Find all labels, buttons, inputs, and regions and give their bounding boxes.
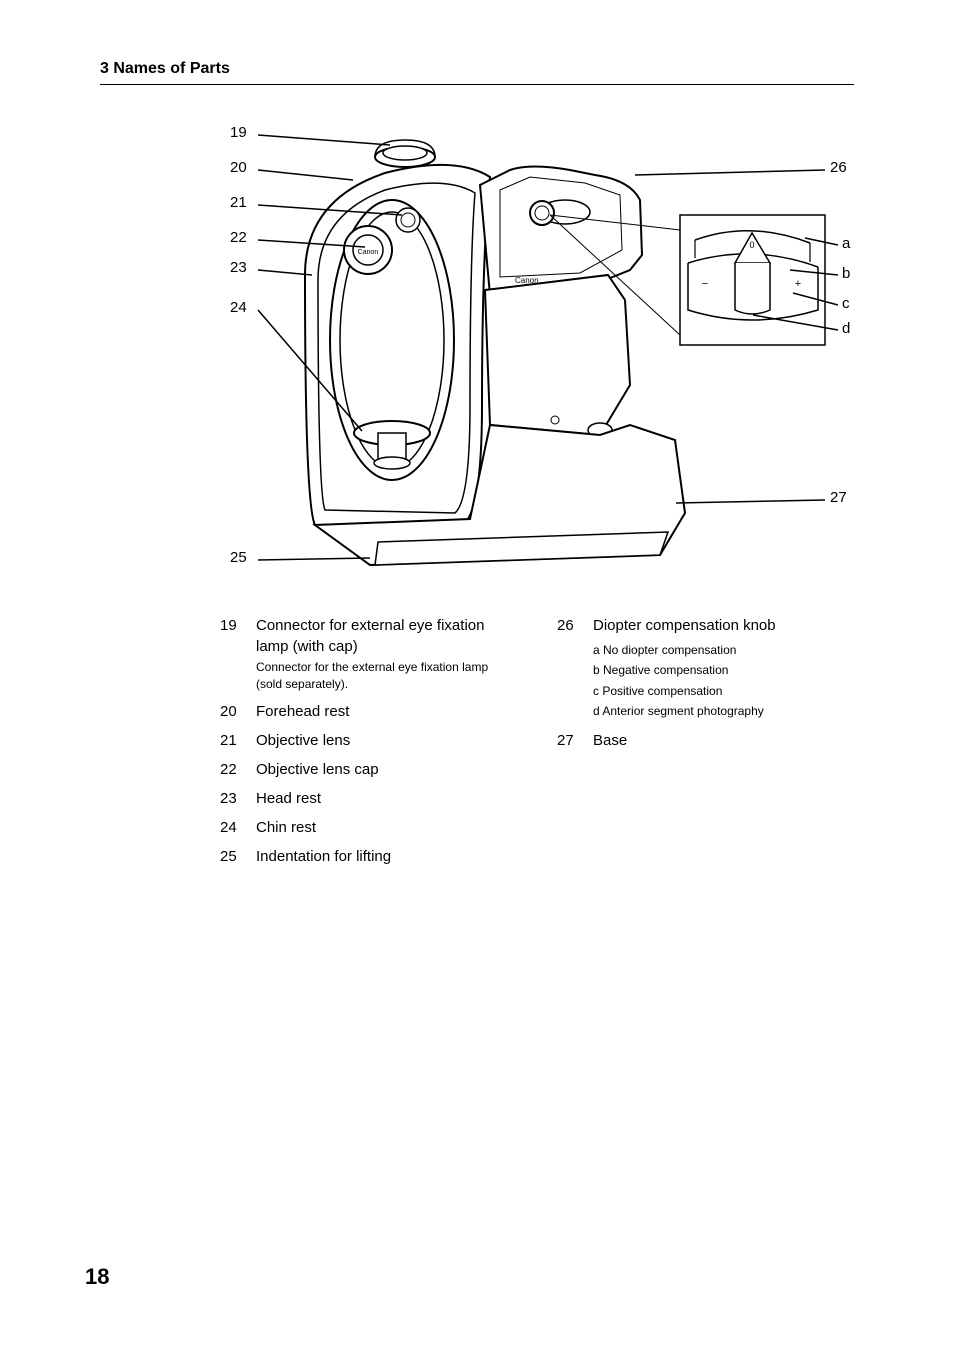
callout-21: 21 <box>230 194 247 211</box>
desc-text: Objective lens cap <box>256 759 517 780</box>
svg-text:0: 0 <box>749 240 754 250</box>
sublist-item: d Anterior segment photography <box>593 701 854 721</box>
svg-text:−: − <box>702 278 708 290</box>
desc-item-24: 24 Chin rest <box>220 817 517 838</box>
callout-26: 26 <box>830 159 847 176</box>
desc-num: 21 <box>220 730 256 751</box>
callout-24: 24 <box>230 299 247 316</box>
desc-item-19: 19 Connector for external eye fixation l… <box>220 615 517 693</box>
section-title: 3 Names of Parts <box>100 60 854 85</box>
sublist-item: b Negative compensation <box>593 660 854 680</box>
page-number: 18 <box>85 1264 109 1290</box>
callout-c: c <box>842 295 850 312</box>
desc-sublist: a No diopter compensation b Negative com… <box>593 640 854 722</box>
desc-num: 23 <box>220 788 256 809</box>
desc-text: Indentation for lifting <box>256 846 517 867</box>
desc-text: Head rest <box>256 788 517 809</box>
desc-subtext: Connector for the external eye fixation … <box>256 659 517 693</box>
device-diagram: Canon Canon <box>230 115 850 585</box>
desc-text: Forehead rest <box>256 701 517 722</box>
sublist-item: c Positive compensation <box>593 681 854 701</box>
desc-num: 20 <box>220 701 256 722</box>
callout-19: 19 <box>230 124 247 141</box>
desc-item-20: 20 Forehead rest <box>220 701 517 722</box>
callout-25: 25 <box>230 549 247 566</box>
desc-col-left: 19 Connector for external eye fixation l… <box>220 615 517 875</box>
desc-num: 27 <box>557 730 593 751</box>
desc-text: Objective lens <box>256 730 517 751</box>
svg-text:Canon: Canon <box>358 249 379 256</box>
desc-text: Connector for external eye fixation lamp… <box>256 615 517 693</box>
callout-23: 23 <box>230 259 247 276</box>
figure-area: Canon Canon <box>230 115 850 585</box>
svg-text:+: + <box>795 278 801 290</box>
callout-a: a <box>842 235 850 252</box>
desc-title: Connector for external eye fixation lamp… <box>256 617 484 655</box>
desc-item-22: 22 Objective lens cap <box>220 759 517 780</box>
callout-27: 27 <box>830 489 847 506</box>
svg-text:Canon: Canon <box>515 276 539 285</box>
sublist-item: a No diopter compensation <box>593 640 854 660</box>
desc-num: 22 <box>220 759 256 780</box>
desc-item-25: 25 Indentation for lifting <box>220 846 517 867</box>
desc-item-26: 26 Diopter compensation knob a No diopte… <box>557 615 854 722</box>
desc-num: 24 <box>220 817 256 838</box>
callout-b: b <box>842 265 850 282</box>
desc-num: 25 <box>220 846 256 867</box>
desc-item-23: 23 Head rest <box>220 788 517 809</box>
desc-num: 26 <box>557 615 593 722</box>
desc-text: Chin rest <box>256 817 517 838</box>
callout-20: 20 <box>230 159 247 176</box>
desc-col-right: 26 Diopter compensation knob a No diopte… <box>557 615 854 875</box>
desc-title: Diopter compensation knob <box>593 617 776 634</box>
desc-item-27: 27 Base <box>557 730 854 751</box>
descriptions: 19 Connector for external eye fixation l… <box>220 615 854 875</box>
desc-num: 19 <box>220 615 256 693</box>
callout-22: 22 <box>230 229 247 246</box>
desc-item-21: 21 Objective lens <box>220 730 517 751</box>
manual-page: 3 Names of Parts Canon <box>0 0 954 1350</box>
desc-text: Base <box>593 730 854 751</box>
desc-text: Diopter compensation knob a No diopter c… <box>593 615 854 722</box>
callout-d: d <box>842 320 850 337</box>
